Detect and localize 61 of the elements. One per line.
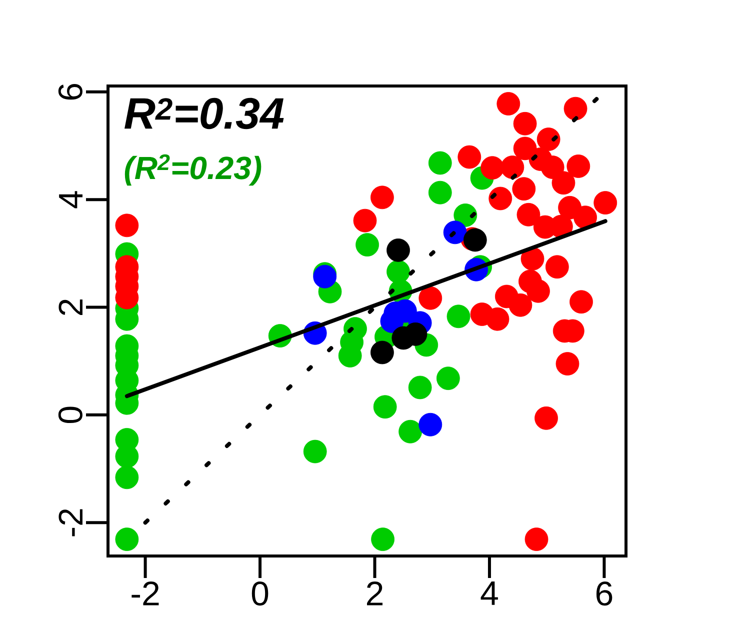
point [454,203,478,227]
point [516,202,540,226]
point [418,286,442,310]
point [428,151,452,175]
point [443,220,467,244]
x-tick-label: -2 [132,582,159,606]
point [458,145,482,169]
annotation: (R$^{2}$=0.23) [124,154,262,186]
point [480,156,504,180]
point [398,420,422,444]
point [446,304,470,328]
y-tick-label: -2 [58,509,82,536]
point [353,208,377,232]
point [494,284,518,308]
x-tick-label: 6 [596,582,612,606]
point [556,352,580,376]
point [486,307,510,331]
point [526,279,550,303]
y-tick-label: 6 [58,84,82,100]
point [313,264,337,288]
point [513,136,537,160]
point [463,228,487,252]
point [371,528,394,551]
point [570,290,593,314]
point [500,156,524,179]
point [356,233,379,257]
point [545,255,569,279]
point [513,112,537,136]
point [373,395,397,419]
point [534,406,558,430]
point [370,340,394,364]
point [540,156,564,179]
point [564,96,588,120]
point [386,260,410,284]
point [115,214,139,238]
point [536,128,560,151]
point [386,238,410,262]
annotation: R$^{2}$=0.34 [124,98,284,130]
x-tick-label: 4 [480,582,498,605]
point [520,247,544,271]
y-tick-label: 4 [59,191,82,208]
point [370,186,394,210]
point [115,466,139,490]
point [566,154,590,178]
point [418,412,442,436]
point [594,191,618,215]
point [428,180,452,204]
x-tick-label: 2 [367,582,382,606]
point [408,376,432,400]
point [552,171,576,195]
point [115,528,139,551]
point [512,177,536,201]
point [436,366,460,390]
point [303,440,327,464]
point [488,186,512,210]
y-tick-label: 2 [58,300,82,315]
x-tick-label: 0 [252,582,268,606]
point [524,528,548,551]
y-tick-label: 0 [58,406,82,424]
point [574,206,597,230]
point [496,92,520,116]
